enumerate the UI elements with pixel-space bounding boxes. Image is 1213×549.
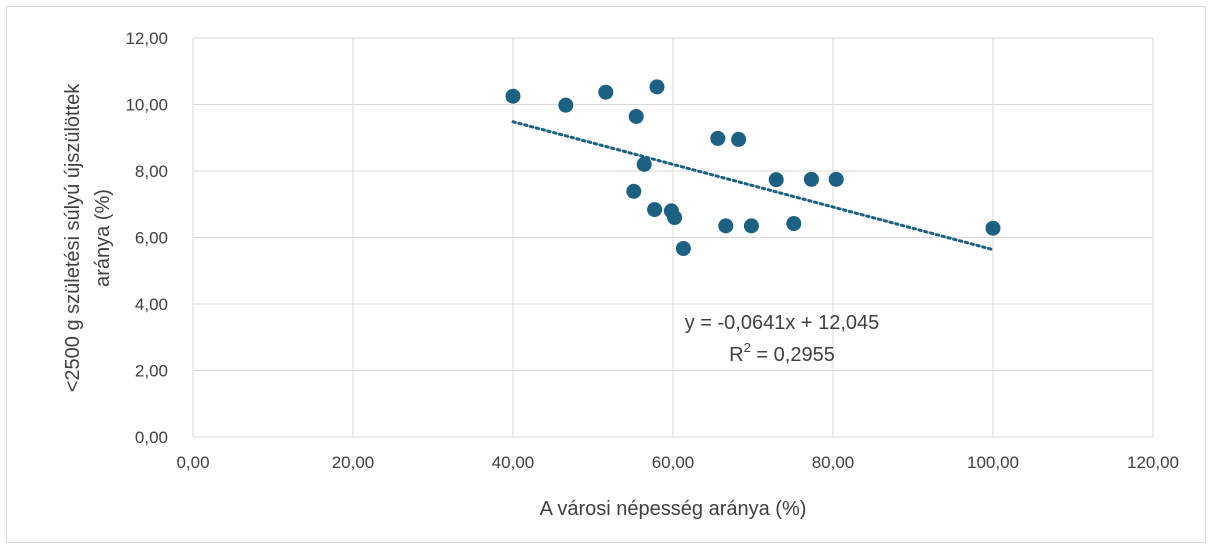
trendline-group xyxy=(511,120,995,252)
x-tick-label: 0,00 xyxy=(176,453,209,472)
x-tick-label: 60,00 xyxy=(652,453,695,472)
data-point xyxy=(675,240,691,256)
data-points xyxy=(505,79,1001,256)
x-axis-title: A városi népesség aránya (%) xyxy=(540,498,807,520)
y-tick-label: 8,00 xyxy=(135,162,168,181)
y-tick-label: 0,00 xyxy=(135,428,168,447)
data-point xyxy=(667,210,683,226)
r2-superscript: 2 xyxy=(744,340,751,355)
y-tick-label: 4,00 xyxy=(135,295,168,314)
data-point xyxy=(598,84,614,100)
data-point xyxy=(731,131,747,147)
data-point xyxy=(626,183,642,199)
trendline-r-squared: R2 = 0,2955 xyxy=(729,340,835,366)
trendline-equation: y = -0,0641x + 12,045 xyxy=(685,312,880,334)
x-tick-label: 100,00 xyxy=(967,453,1019,472)
x-tick-label: 40,00 xyxy=(492,453,535,472)
data-point xyxy=(710,130,726,146)
y-axis-title-line-1: <2500 g születési súlyú újszülöttek xyxy=(62,83,84,393)
x-axis-ticks: 0,00 20,00 40,00 60,00 80,00 100,00 120,00 xyxy=(176,453,1179,472)
data-point xyxy=(718,218,734,234)
y-tick-label: 10,00 xyxy=(125,96,168,115)
data-point xyxy=(505,88,521,104)
y-axis-ticks: 0,00 2,00 4,00 6,00 8,00 10,00 12,00 xyxy=(125,29,168,447)
y-axis-title: <2500 g születési súlyú újszülöttek arán… xyxy=(62,83,114,393)
data-point xyxy=(628,108,644,124)
data-point xyxy=(803,171,819,187)
data-point xyxy=(649,79,665,95)
data-point xyxy=(647,202,663,218)
data-point xyxy=(828,171,844,187)
x-tick-label: 80,00 xyxy=(812,453,855,472)
y-tick-label: 6,00 xyxy=(135,229,168,248)
grid-lines xyxy=(192,37,1154,438)
y-tick-label: 2,00 xyxy=(135,362,168,381)
y-axis-title-line-2: aránya (%) xyxy=(92,189,114,287)
data-point xyxy=(786,216,802,232)
r2-prefix: R xyxy=(729,344,743,366)
x-tick-label: 20,00 xyxy=(332,453,375,472)
y-tick-label: 12,00 xyxy=(125,29,168,48)
data-point xyxy=(743,218,759,234)
data-point xyxy=(558,97,574,113)
trendline xyxy=(511,120,995,252)
r2-value: = 0,2955 xyxy=(751,344,835,366)
data-point xyxy=(768,172,784,188)
x-tick-label: 120,00 xyxy=(1127,453,1179,472)
data-point xyxy=(985,220,1001,236)
data-point xyxy=(636,156,652,172)
